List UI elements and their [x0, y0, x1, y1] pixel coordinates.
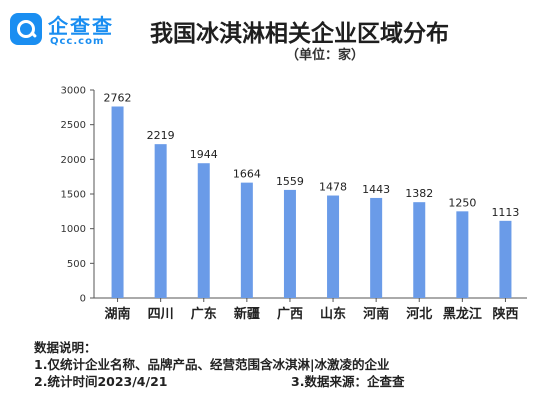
y-tick-label: 3000: [61, 86, 86, 97]
bar: [370, 197, 383, 298]
data-label: 1944: [190, 148, 218, 161]
bar: [111, 106, 124, 298]
notes-line-3: 3.数据来源：企查查: [291, 374, 405, 389]
chart-title: 我国冰淇淋相关企业区域分布: [150, 21, 449, 47]
y-tick-label: 1500: [61, 190, 86, 201]
notes-line-2: 2.统计时间2023/4/21: [34, 374, 168, 389]
category-label: 陕西: [492, 306, 518, 322]
y-tick-label: 1000: [61, 224, 86, 235]
category-label: 广西: [277, 306, 303, 322]
data-label: 1382: [405, 187, 433, 200]
category-label: 山东: [320, 306, 346, 322]
data-label: 1443: [362, 183, 390, 196]
notes-line-1: 1.仅统计企业名称、品牌产品、经营范围含冰淇淋|冰激凌的企业: [34, 357, 390, 372]
data-label: 1113: [491, 206, 519, 219]
chart-subtitle: （单位：家）: [286, 48, 365, 63]
bar: [327, 195, 340, 298]
bar: [283, 189, 296, 298]
bar: [413, 202, 426, 298]
y-tick-label: 2500: [61, 120, 86, 131]
bar-chart: 0 500 1000 1500 2000 2500 3000 2762 湖南 2219 四川 1944…: [61, 86, 527, 322]
notes-row-3: 2.统计时间2023/4/21 3.数据来源：企查查: [34, 373, 549, 390]
bar: [499, 220, 512, 298]
logo-text-en: Qcc.com: [50, 36, 105, 47]
category-label: 黑龙江: [443, 306, 482, 322]
data-label: 2219: [147, 129, 175, 142]
bar: [456, 211, 469, 298]
category-label: 广东: [191, 306, 217, 322]
bar: [154, 144, 167, 298]
category-label: 河北: [406, 306, 432, 322]
data-label: 1664: [233, 168, 261, 181]
data-label: 1478: [319, 181, 347, 194]
data-label: 1559: [276, 175, 304, 188]
bar: [240, 182, 253, 298]
y-tick-label: 2000: [61, 155, 86, 166]
y-tick-label: 0: [80, 294, 86, 305]
qcc-logo: 企查查 Qcc.com: [10, 10, 140, 50]
category-label: 四川: [148, 307, 174, 322]
bar: [197, 163, 210, 298]
data-label: 1250: [448, 196, 476, 209]
data-notes: 数据说明： 1.仅统计企业名称、品牌产品、经营范围含冰淇淋|冰激凌的企业 2.统…: [34, 339, 549, 390]
data-label: 2762: [104, 92, 132, 105]
search-icon: [10, 13, 42, 45]
logo-text-cn: 企查查: [48, 14, 114, 38]
notes-heading: 数据说明：: [34, 340, 97, 355]
category-label: 湖南: [105, 306, 131, 322]
category-label: 新疆: [234, 306, 260, 322]
y-tick-label: 500: [67, 259, 86, 270]
category-label: 河南: [363, 306, 389, 322]
